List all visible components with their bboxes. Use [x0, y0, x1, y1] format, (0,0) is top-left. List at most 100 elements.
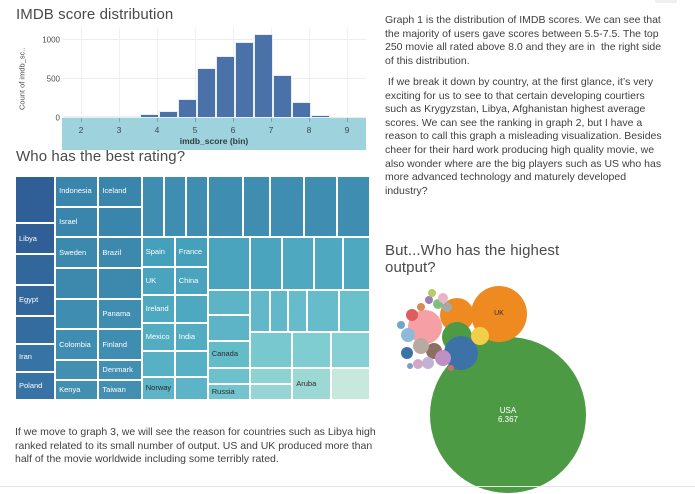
treemap-tile-egypt[interactable]: Egypt [15, 284, 56, 316]
histogram-bar[interactable] [139, 114, 159, 118]
treemap-tile-mexico[interactable]: Mexico [141, 323, 175, 352]
treemap-tile[interactable] [331, 367, 370, 400]
treemap-tile-canada[interactable]: Canada [207, 341, 250, 368]
treemap-tile[interactable] [207, 315, 250, 342]
treemap-tile-indonesia[interactable]: Indonesia [55, 176, 99, 207]
treemap-tile-china[interactable]: China [174, 267, 208, 296]
treemap-tile[interactable] [306, 289, 339, 333]
treemap-tile[interactable] [269, 289, 289, 333]
treemap-tile[interactable] [15, 254, 56, 285]
histogram-bar[interactable] [310, 115, 330, 118]
treemap-tile-iran[interactable]: Iran [15, 343, 56, 372]
treemap-tile[interactable] [98, 268, 142, 299]
histogram-bar[interactable] [234, 41, 254, 118]
histogram-bar[interactable] [120, 115, 140, 118]
treemap-tile[interactable] [207, 367, 250, 384]
treemap-tile[interactable] [174, 295, 208, 324]
treemap-tile[interactable] [249, 367, 293, 384]
treemap-tile[interactable] [141, 351, 175, 377]
treemap-tile-taiwan[interactable]: Taiwan [98, 380, 142, 400]
bubble[interactable] [397, 321, 405, 329]
treemap-tile[interactable] [55, 268, 99, 299]
bubble[interactable] [413, 338, 429, 354]
treemap-tile[interactable] [141, 176, 164, 237]
treemap-tile-libya[interactable]: Libya [15, 223, 56, 255]
treemap-tile[interactable] [15, 315, 56, 344]
treemap-tile[interactable] [313, 236, 343, 290]
bubble[interactable] [433, 299, 443, 309]
bubble[interactable] [425, 296, 433, 304]
treemap-tile-colombia[interactable]: Colombia [55, 329, 99, 361]
treemap-tile[interactable] [55, 298, 99, 330]
treemap-tile[interactable] [207, 176, 244, 237]
treemap-tile-panama[interactable]: Panama [98, 298, 142, 330]
treemap-tile[interactable] [338, 289, 370, 333]
treemap-tile-aruba[interactable]: Aruba [292, 367, 332, 400]
treemap-tile[interactable] [174, 376, 208, 400]
treemap-tile[interactable] [269, 176, 304, 237]
treemap-tile-france[interactable]: France [174, 236, 208, 268]
bubble[interactable] [435, 350, 451, 366]
treemap-tile-india[interactable]: India [174, 323, 208, 352]
treemap-tile[interactable] [281, 236, 314, 290]
treemap-tile[interactable] [292, 332, 332, 368]
treemap-tile[interactable] [15, 176, 56, 224]
treemap-tile-kenya[interactable]: Kenya [55, 380, 99, 400]
histogram-bar[interactable] [291, 101, 311, 118]
treemap-tile-iceland[interactable]: Iceland [98, 176, 142, 207]
treemap-tile[interactable] [98, 206, 142, 238]
treemap-tile[interactable] [207, 289, 250, 316]
treemap-tile-finland[interactable]: Finland [98, 329, 142, 361]
treemap-tile[interactable] [288, 289, 307, 333]
bubble[interactable] [413, 359, 423, 369]
bubble[interactable] [442, 302, 452, 312]
histogram-bar[interactable] [196, 67, 216, 118]
histogram-bar[interactable] [158, 110, 178, 118]
treemap-tile[interactable] [342, 236, 370, 290]
treemap-tile[interactable] [249, 289, 270, 333]
bubble[interactable] [448, 365, 454, 371]
histogram-bar[interactable] [177, 98, 197, 118]
treemap-tile-spain[interactable]: Spain [141, 236, 175, 268]
treemap-tile[interactable] [249, 383, 293, 400]
histogram-chart[interactable]: Count of imdb_sc.. 0 500 1000 2 3 4 5 6 7 8 9 imd… [16, 28, 366, 150]
treemap-tile[interactable] [243, 176, 270, 237]
treemap-tile-uk[interactable]: UK [141, 267, 175, 296]
bubble[interactable] [401, 328, 415, 342]
bubble[interactable] [417, 303, 425, 311]
bubble[interactable] [438, 293, 448, 303]
histogram-bar[interactable] [253, 34, 273, 118]
treemap-tile[interactable] [249, 332, 293, 368]
treemap-tile[interactable] [331, 332, 370, 368]
bubble[interactable] [422, 357, 434, 369]
treemap-tile[interactable] [207, 236, 250, 290]
treemap-tile[interactable] [303, 176, 338, 237]
treemap-tile-denmark[interactable]: Denmark [98, 360, 142, 381]
treemap-tile-israel[interactable]: Israel [55, 206, 99, 238]
treemap-tile-sweden[interactable]: Sweden [55, 237, 99, 269]
treemap-tile-brazil[interactable]: Brazil [98, 237, 142, 269]
histogram-bar[interactable] [82, 116, 102, 118]
bubble[interactable] [406, 309, 418, 321]
histogram-bar[interactable] [272, 75, 292, 118]
histogram-bar[interactable] [101, 116, 121, 118]
treemap-tile-ireland[interactable]: Ireland [141, 295, 175, 324]
treemap-tile-poland[interactable]: Poland [15, 371, 56, 400]
histogram-bar[interactable] [215, 55, 235, 118]
treemap-tile[interactable] [174, 351, 208, 377]
histogram-bar[interactable] [63, 116, 83, 118]
bubble-chart[interactable]: USA 6.367 UK [385, 280, 685, 493]
bubble[interactable] [407, 363, 413, 369]
treemap-tile[interactable] [337, 176, 370, 237]
histogram-x-axis-band[interactable]: 2 3 4 5 6 7 8 9 imdb_score (bin) [62, 118, 366, 150]
treemap-tile-russia[interactable]: Russia [207, 383, 250, 400]
bubble[interactable] [471, 327, 489, 345]
treemap-tile[interactable] [249, 236, 282, 290]
treemap-tile[interactable] [163, 176, 186, 237]
treemap-chart[interactable]: Libya Egypt Iran Poland Indonesia Israel Swede… [15, 176, 370, 400]
bubble[interactable] [428, 289, 436, 297]
bubble[interactable] [401, 347, 413, 359]
treemap-tile[interactable] [185, 176, 208, 237]
treemap-tile[interactable] [55, 360, 99, 381]
treemap-tile-norway[interactable]: Norway [141, 376, 175, 400]
